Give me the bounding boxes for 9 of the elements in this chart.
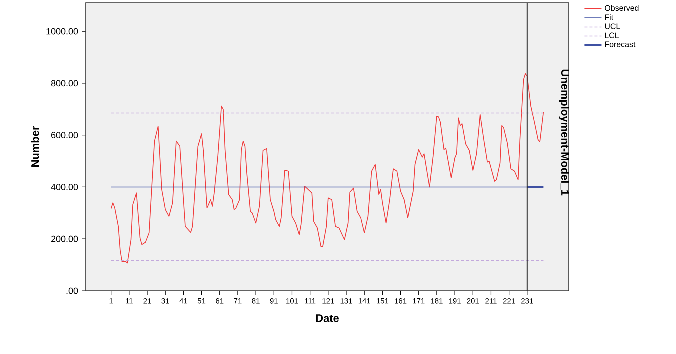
annotation: Unemployment-Model_1 bbox=[559, 70, 570, 196]
y-axis-title: Number bbox=[31, 126, 40, 167]
y-tick-label: 600.00 bbox=[52, 132, 78, 139]
y-tick-label: 200.00 bbox=[52, 236, 78, 242]
x-axis-title: Date bbox=[316, 314, 339, 322]
y-tick-label: .00 bbox=[66, 288, 78, 294]
y-tick-label: 800.00 bbox=[51, 80, 78, 87]
y-tick-label: 1000.00 bbox=[46, 28, 78, 35]
y-tick-label: 400.00 bbox=[51, 184, 78, 190]
